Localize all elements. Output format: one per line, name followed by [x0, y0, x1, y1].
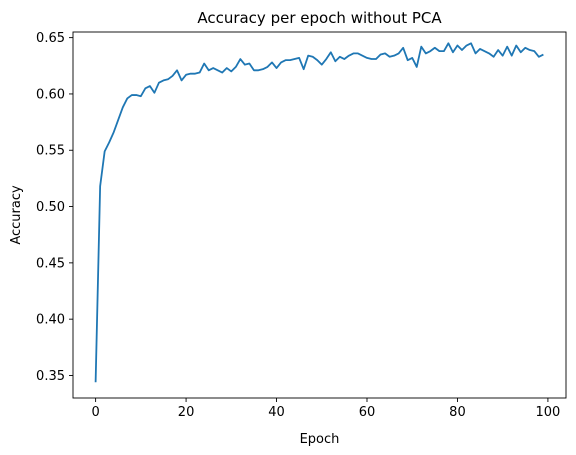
x-axis-label: Epoch: [300, 432, 340, 447]
plot-frame: [72, 31, 567, 399]
y-tick-label: 0.65: [36, 31, 65, 46]
x-tick-label: 40: [268, 405, 285, 420]
y-tick-label: 0.45: [36, 256, 65, 271]
y-tick-label: 0.40: [36, 313, 65, 328]
accuracy-series-line: [94, 42, 544, 383]
y-tick-label: 0.35: [36, 369, 65, 384]
y-axis-label: Accuracy: [9, 185, 24, 245]
x-tick-label: 60: [359, 405, 376, 420]
x-tick-label: 20: [178, 405, 195, 420]
x-tick-label: 100: [535, 405, 560, 420]
y-tick-label: 0.60: [36, 87, 65, 102]
plot-area: [72, 31, 567, 399]
x-tick-label: 80: [449, 405, 466, 420]
y-tick-label: 0.55: [36, 144, 65, 159]
x-tick-label: 0: [91, 405, 99, 420]
y-tick-label: 0.50: [36, 200, 65, 215]
chart-title: Accuracy per epoch without PCA: [197, 9, 442, 27]
x-axis: 0 20 40 60 80 100: [91, 398, 560, 420]
y-axis: 0.35 0.40 0.45 0.50 0.55 0.60 0.65: [36, 31, 73, 384]
